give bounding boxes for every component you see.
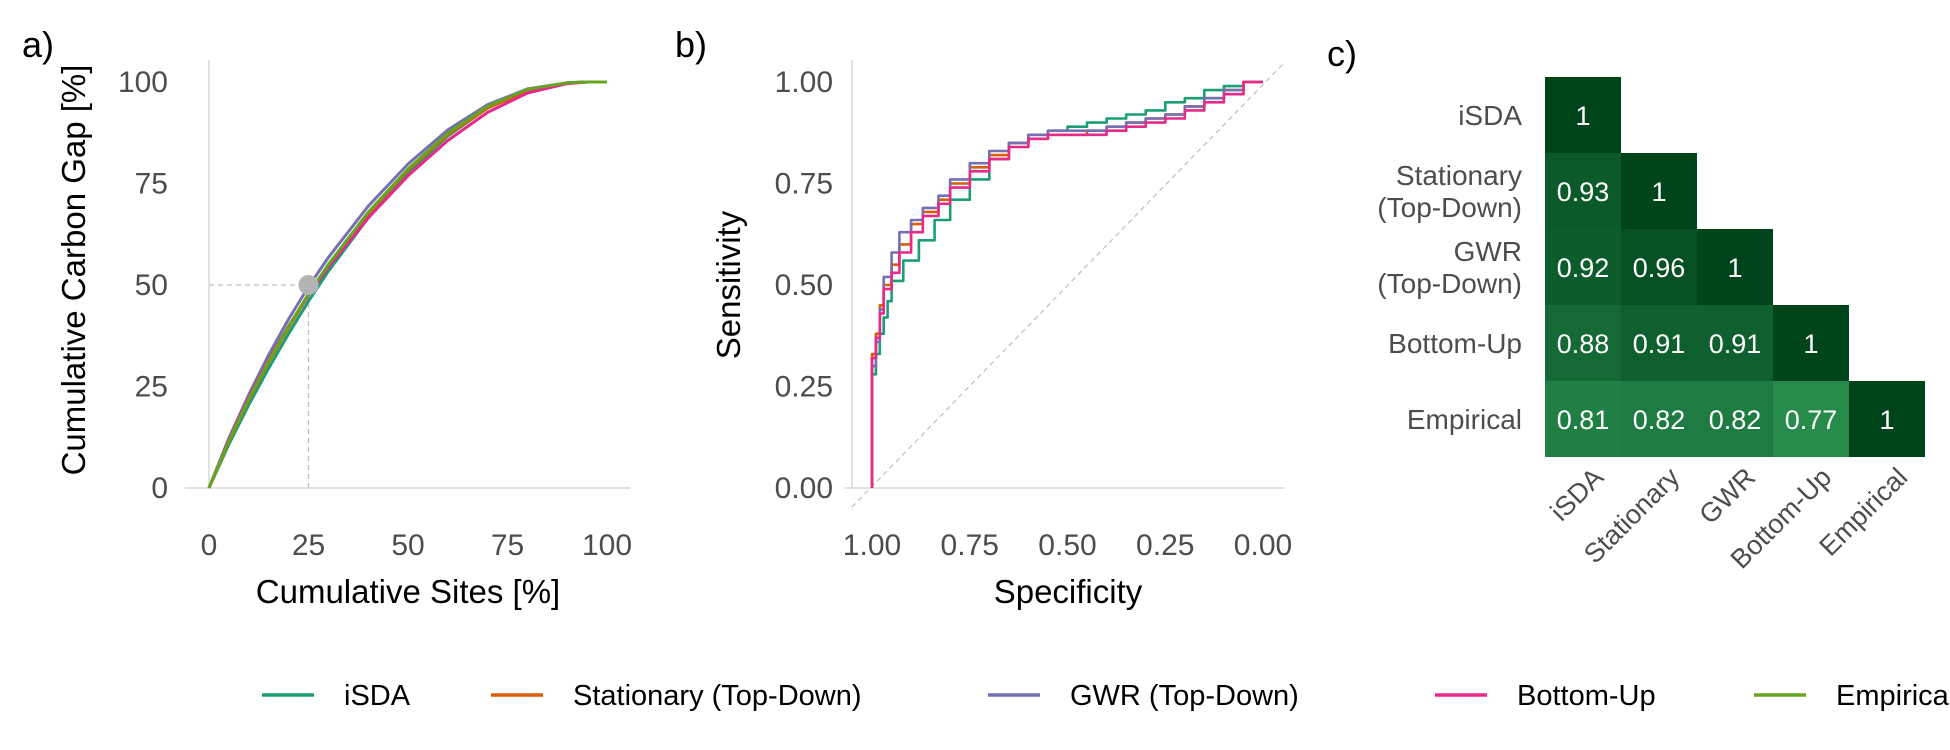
heatmap-row-label: Bottom-Up [1388,328,1522,359]
panel-c-cells: 1 0.93 1 0.92 0.96 1 0.88 0.91 0.91 1 0.81 0.82 0.82… [1545,77,1925,457]
heatmap-cell [1849,381,1925,457]
panel-b-y-ticks: 0.00 0.25 0.50 0.75 1.00 [775,66,833,505]
heatmap-cell-value: 0.91 [1633,329,1686,359]
heatmap-row-label: GWR [1454,236,1522,267]
panel-b-y-tick-label: 0.25 [775,371,833,404]
panel-a-series-line [207,80,607,489]
heatmap-cell [1697,381,1773,457]
heatmap-cell-value: 0.96 [1633,253,1686,283]
panel-a-series-lines [207,80,607,489]
panel-b-series-line [870,80,1263,488]
panel-c-correlation-heatmap: c) 1 0.93 1 0.92 0.96 1 0.88 0.91 0.91 1 0.81 0.82 0… [1327,33,1925,574]
panel-a-x-axis-title: Cumulative Sites [%] [256,573,560,610]
panel-b-diagonal-reference [851,61,1286,508]
heatmap-cell [1545,305,1621,381]
panel-a-y-tick-label: 75 [135,168,168,201]
heatmap-row-label: iSDA [1458,100,1522,131]
heatmap-row-label: (Top-Down) [1377,192,1522,223]
heatmap-cell [1545,229,1621,305]
heatmap-column-label: GWR [1693,462,1761,530]
legend: iSDA Stationary (Top-Down) GWR (Top-Down) B… [262,680,1950,712]
heatmap-cell-value: 0.81 [1557,405,1610,435]
panel-a-y-axis-title: Cumulative Carbon Gap [%] [55,65,92,476]
heatmap-cell-value: 1 [1651,177,1666,207]
heatmap-row-label: (Top-Down) [1377,268,1522,299]
panel-b-x-tick-label: 1.00 [843,529,901,562]
panel-a-series-line [207,80,607,489]
panel-b-x-axis-title: Specificity [994,573,1143,610]
heatmap-cell [1545,153,1621,229]
panel-b-y-tick-label: 0.75 [775,168,833,201]
heatmap-cell [1697,305,1773,381]
heatmap-cell-value: 0.88 [1557,329,1610,359]
heatmap-column-label: iSDA [1545,462,1610,527]
heatmap-cell [1621,381,1697,457]
panel-a-x-tick-label: 100 [582,529,632,562]
legend-label: Empirical [1836,680,1950,712]
panel-a-y-tick-label: 0 [151,472,168,505]
panel-a-x-ticks: 0 25 50 75 100 [201,529,632,562]
panel-a-label: a) [22,24,54,65]
heatmap-cell-value: 0.92 [1557,253,1610,283]
panel-b-y-tick-label: 0.50 [775,269,833,302]
heatmap-cell-value: 1 [1575,101,1590,131]
panel-b-y-axis-title: Sensitivity [710,210,747,359]
panel-a-x-tick-label: 75 [491,529,524,562]
heatmap-cell [1773,305,1849,381]
heatmap-row-label: Stationary [1396,160,1522,191]
heatmap-cell-value: 0.82 [1709,405,1762,435]
legend-label: Bottom-Up [1517,680,1656,712]
legend-label: GWR (Top-Down) [1070,680,1299,712]
panel-b-x-tick-label: 0.50 [1038,529,1096,562]
panel-b-x-tick-label: 0.25 [1136,529,1194,562]
panel-a-series-line [207,80,607,489]
panel-b-y-tick-label: 0.00 [775,472,833,505]
panel-a-x-tick-label: 0 [201,529,218,562]
heatmap-cell [1545,77,1621,153]
heatmap-cell-value: 0.91 [1709,329,1762,359]
panel-a-cumulative-gap-chart: a) 0 25 50 75 100 0 25 50 75 100 Cumulative Site… [22,24,632,610]
panel-a-y-tick-label: 50 [135,269,168,302]
heatmap-cell-value: 1 [1879,405,1894,435]
heatmap-cell-value: 1 [1803,329,1818,359]
legend-label: iSDA [344,680,411,712]
panel-b-roc-chart: b) 0.00 0.25 0.50 0.75 1.00 1.00 0.75 0.50 0.25… [675,24,1292,610]
legend-label: Stationary (Top-Down) [573,680,862,712]
heatmap-cell [1621,229,1697,305]
panel-b-y-tick-label: 1.00 [775,66,833,99]
heatmap-row-label: Empirical [1407,404,1522,435]
heatmap-cell [1621,305,1697,381]
panel-b-x-ticks: 1.00 0.75 0.50 0.25 0.00 [843,529,1292,562]
heatmap-cell [1545,381,1621,457]
heatmap-cell [1697,229,1773,305]
panel-a-reference-point [298,275,319,295]
heatmap-cell-value: 0.77 [1785,405,1838,435]
panel-a-x-tick-label: 25 [292,529,325,562]
panel-a-y-ticks: 0 25 50 75 100 [118,66,168,505]
panel-a-series-line [207,80,607,489]
panel-a-series-line [207,80,607,489]
panel-a-guides [209,284,310,488]
panel-b-series-line [870,80,1263,488]
panel-a-y-tick-label: 100 [118,66,168,99]
panel-b-x-tick-label: 0.00 [1234,529,1292,562]
heatmap-cell [1773,381,1849,457]
heatmap-cell [1621,153,1697,229]
panel-b-x-tick-label: 0.75 [941,529,999,562]
heatmap-cell-value: 1 [1727,253,1742,283]
panel-b-label: b) [675,24,707,65]
panel-c-label: c) [1327,33,1357,74]
heatmap-cell-value: 0.82 [1633,405,1686,435]
heatmap-cell-value: 0.93 [1557,177,1610,207]
panel-b-series-lines [870,80,1263,488]
panel-a-y-tick-label: 25 [135,371,168,404]
panel-c-row-labels: iSDAStationary(Top-Down)GWR(Top-Down)Bot… [1377,100,1522,435]
panel-a-x-tick-label: 50 [391,529,424,562]
